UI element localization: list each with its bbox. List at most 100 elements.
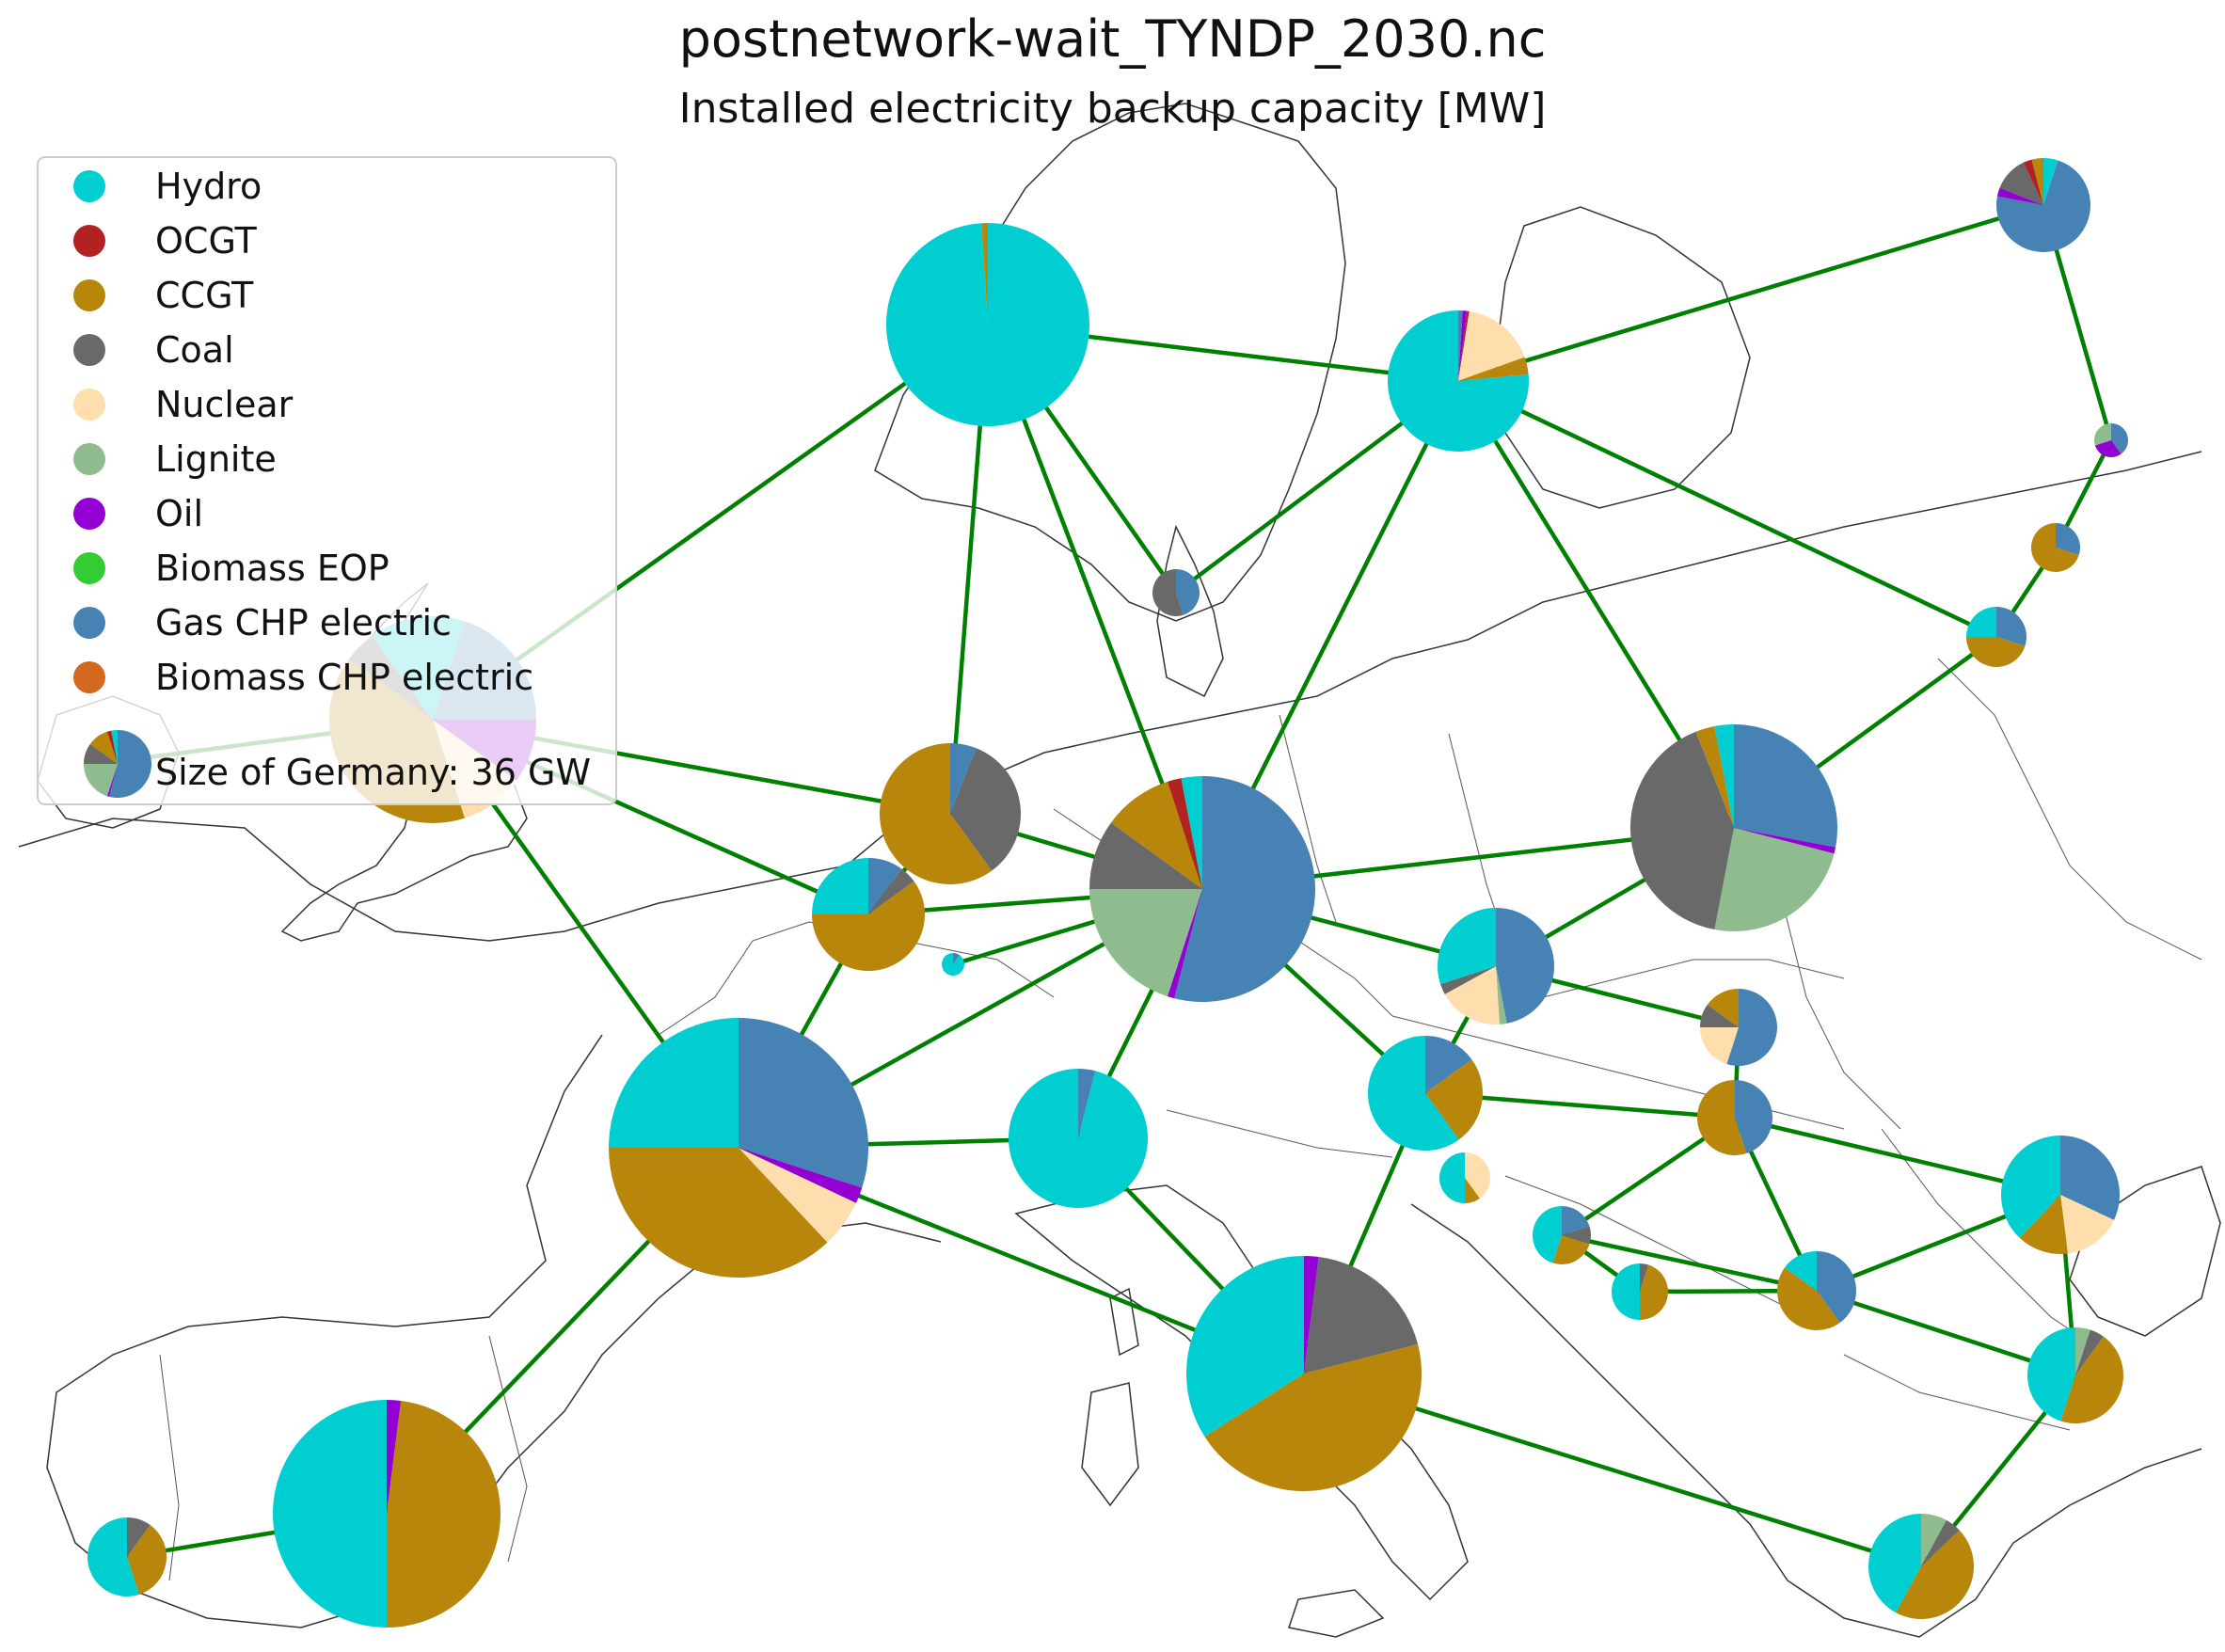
- pie-CH: [1009, 1069, 1148, 1208]
- pie-AT-slice-hydro: [1368, 1036, 1459, 1151]
- legend-label: Biomass CHP electric: [155, 657, 533, 698]
- pie-BG-slice-lignite: [2075, 1327, 2090, 1375]
- pie-BA-slice-hydro: [1612, 1263, 1640, 1320]
- legend-label: Gas CHP electric: [155, 602, 452, 643]
- legend-size-marker: [84, 730, 151, 798]
- pie-DK-slice-coal: [1152, 569, 1184, 616]
- pie-SE-slice-ccgt: [1458, 357, 1529, 381]
- pie-NO-slice-ccgt: [981, 223, 988, 325]
- legend-swatch-lignite: [73, 443, 105, 475]
- pie-IT-slice-oil: [1304, 1256, 1319, 1374]
- legend-label: CCGT: [155, 275, 254, 316]
- pie-AT-slice-ccgt: [1425, 1059, 1483, 1140]
- pie-BE-slice-hydro: [812, 858, 868, 914]
- pie-IT: [1186, 1256, 1422, 1492]
- legend-size-pie-slice-ocgt: [106, 730, 118, 764]
- pie-FI-slice-coal: [1999, 162, 2043, 205]
- pie-SE: [1388, 310, 1529, 452]
- pie-DE-slice-coal: [1089, 822, 1202, 889]
- legend-swatch-coal: [73, 334, 105, 366]
- pie-BA-slice-ccgt: [1640, 1264, 1669, 1320]
- pie-SI: [1439, 1152, 1491, 1203]
- pie-ES: [273, 1400, 501, 1628]
- pie-HR-slice-coal: [1562, 1226, 1591, 1245]
- pie-SE-slice-hydro: [1388, 310, 1529, 452]
- pie-FR-slice-gas-chp-electric: [739, 1018, 868, 1188]
- pie-CZ-slice-lignite: [1496, 966, 1507, 1025]
- pie-EE-slice-lignite: [2094, 423, 2111, 446]
- pie-PL-slice-lignite: [1714, 828, 1835, 931]
- pie-FI-slice-gas-chp-electric: [1996, 160, 2090, 253]
- pie-RO-slice-ccgt: [2019, 1195, 2068, 1254]
- legend-swatch-biomass-chp-electric: [73, 661, 105, 693]
- pie-ES-slice-oil: [387, 1400, 402, 1514]
- pie-LV-slice-ccgt: [2031, 523, 2079, 572]
- pie-DE-slice-ccgt: [1110, 781, 1202, 889]
- pie-SE-slice-gas-chp-electric: [1458, 310, 1463, 381]
- pie-SK-slice-nuclear: [1700, 1027, 1739, 1064]
- pie-BE-slice-ccgt: [812, 881, 926, 972]
- legend-size-pie-slice-hydro: [111, 730, 118, 764]
- map-subtitle: Installed electricity backup capacity [M…: [678, 85, 1547, 133]
- pie-SK: [1700, 989, 1778, 1066]
- pie-SI-slice-ccgt: [1465, 1178, 1480, 1203]
- legend-label: OCGT: [155, 220, 258, 262]
- pie-AT-slice-gas-chp-electric: [1425, 1036, 1472, 1093]
- pie-FI: [1996, 158, 2090, 253]
- pie-IT-slice-hydro: [1186, 1256, 1304, 1437]
- pie-IT-slice-coal: [1304, 1256, 1419, 1374]
- pie-ES-slice-ccgt: [387, 1400, 501, 1628]
- legend-label: Lignite: [155, 438, 277, 480]
- legend-swatch-oil: [73, 498, 105, 530]
- pie-NL-slice-ccgt: [880, 743, 993, 884]
- pie-HR-slice-hydro: [1533, 1206, 1562, 1263]
- legend-swatch-gas-chp-electric: [73, 607, 105, 639]
- pie-BG-slice-coal: [2075, 1329, 2104, 1375]
- pie-SI-slice-hydro: [1439, 1152, 1465, 1203]
- pie-FI-slice-hydro: [2043, 158, 2058, 205]
- pie-RS-slice-gas-chp-electric: [1817, 1251, 1856, 1323]
- pie-HU-slice-gas-chp-electric: [1735, 1080, 1772, 1154]
- pie-SK-slice-ccgt: [1707, 989, 1739, 1027]
- legend-swatch-biomass-eop: [73, 552, 105, 584]
- pie-GR: [1868, 1514, 1974, 1619]
- pie-PL-slice-hydro: [1714, 724, 1734, 828]
- pie-SK-slice-gas-chp-electric: [1726, 989, 1778, 1066]
- pie-FR-slice-oil: [739, 1148, 863, 1203]
- legend-size-pie-slice-oil: [106, 764, 118, 797]
- pie-DE-slice-gas-chp-electric: [1174, 776, 1315, 1002]
- pie-SI-slice-nuclear: [1465, 1152, 1491, 1199]
- pie-SK-slice-coal: [1700, 1004, 1739, 1027]
- pie-NO: [886, 222, 1090, 427]
- legend-label: Coal: [155, 329, 234, 371]
- pie-HR: [1533, 1206, 1591, 1264]
- pie-GR-slice-lignite: [1921, 1514, 1947, 1566]
- pie-LV-slice-gas-chp-electric: [2056, 523, 2080, 556]
- pie-NL-slice-coal: [950, 748, 1022, 871]
- pie-GR-slice-ccgt: [1896, 1530, 1974, 1619]
- pie-LV: [2031, 523, 2080, 572]
- pie-RO: [2001, 1136, 2121, 1254]
- pie-CZ-slice-nuclear: [1444, 966, 1500, 1025]
- legend-label: Oil: [155, 493, 203, 534]
- pie-BE: [812, 858, 926, 972]
- pie-GR-slice-coal: [1921, 1519, 1960, 1566]
- pie-LT-slice-gas-chp-electric: [1996, 607, 2026, 646]
- pie-SE-slice-nuclear: [1458, 310, 1525, 381]
- pie-PL-slice-coal: [1629, 731, 1734, 930]
- pie-LU: [942, 953, 965, 977]
- pie-RO-slice-gas-chp-electric: [2060, 1136, 2121, 1220]
- pie-ES-slice-hydro: [273, 1400, 387, 1628]
- legend: Hydro OCGT CCGT Coal Nuclear Lignite Oil Biomas…: [37, 156, 617, 805]
- legend-size-pie-slice-lignite: [84, 764, 118, 797]
- pie-HU: [1696, 1080, 1772, 1156]
- pie-BG-slice-hydro: [2027, 1327, 2075, 1422]
- pie-RS-slice-ccgt: [1776, 1267, 1840, 1331]
- link-HR-RS: [1561, 1232, 1818, 1294]
- legend-swatch-ccgt: [73, 279, 105, 311]
- pie-PT-slice-ccgt: [127, 1525, 167, 1595]
- pie-LT-slice-ccgt: [1966, 637, 2026, 668]
- country-pies: [86, 158, 2128, 1628]
- legend-box: [37, 156, 617, 805]
- pie-DE-slice-lignite: [1089, 889, 1202, 997]
